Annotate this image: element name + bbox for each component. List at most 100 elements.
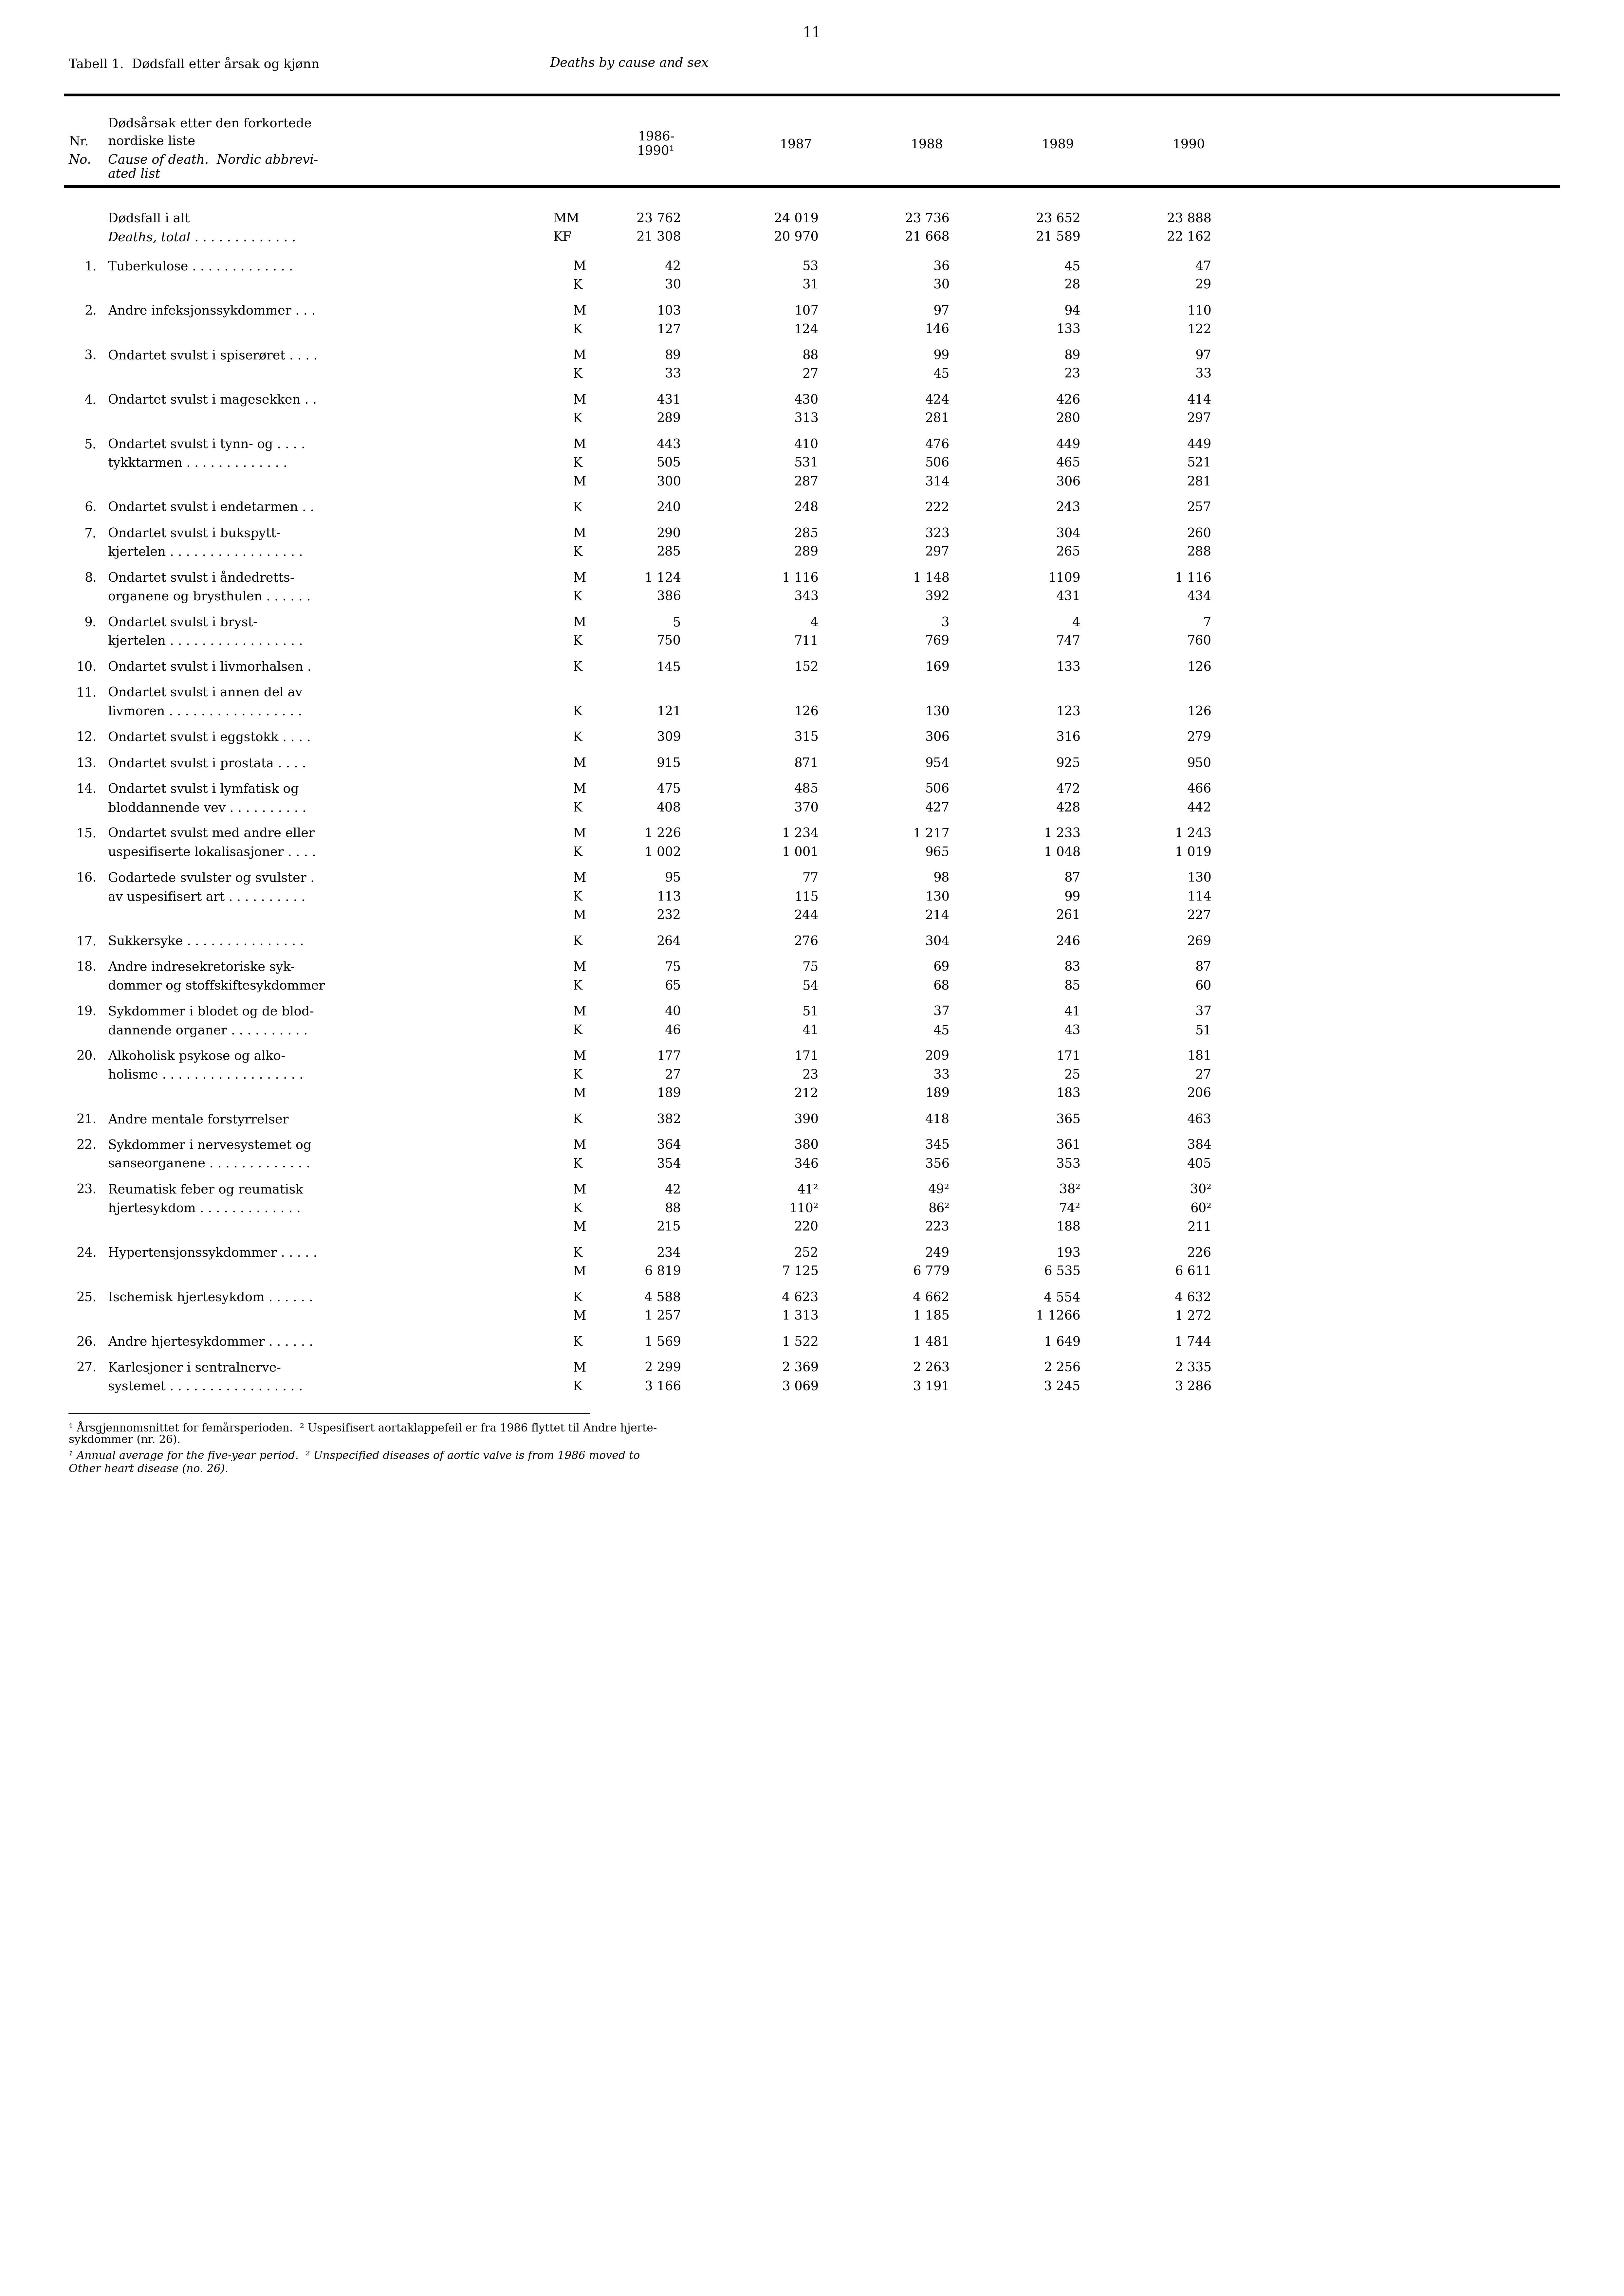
Text: M: M	[573, 439, 586, 450]
Text: 304: 304	[1056, 528, 1080, 540]
Text: K: K	[573, 934, 583, 948]
Text: K: K	[573, 324, 583, 335]
Text: 77: 77	[802, 872, 818, 884]
Text: 285: 285	[794, 528, 818, 540]
Text: 449: 449	[1187, 439, 1212, 450]
Text: 30: 30	[934, 280, 950, 292]
Text: 49²: 49²	[929, 1185, 950, 1196]
Text: Ondartet svulst i lymfatisk og: Ondartet svulst i lymfatisk og	[109, 783, 299, 797]
Text: 475: 475	[656, 783, 680, 794]
Text: 1 019: 1 019	[1176, 847, 1212, 859]
Text: holisme . . . . . . . . . . . . . . . . . .: holisme . . . . . . . . . . . . . . . . …	[109, 1070, 304, 1081]
Text: M: M	[573, 872, 586, 884]
Text: 306: 306	[1056, 475, 1080, 489]
Text: 871: 871	[794, 758, 818, 769]
Text: 7.: 7.	[84, 528, 96, 540]
Text: 189: 189	[656, 1088, 680, 1100]
Text: 343: 343	[794, 590, 818, 604]
Text: 426: 426	[1056, 395, 1080, 406]
Text: K: K	[573, 1336, 583, 1348]
Text: 31: 31	[802, 280, 818, 292]
Text: 85: 85	[1064, 980, 1080, 992]
Text: 11.: 11.	[76, 687, 96, 700]
Text: No.: No.	[68, 154, 91, 165]
Text: 126: 126	[794, 705, 818, 719]
Text: 361: 361	[1056, 1139, 1080, 1153]
Text: 51: 51	[802, 1006, 818, 1017]
Text: K: K	[573, 801, 583, 815]
Text: 386: 386	[656, 590, 680, 604]
Text: 244: 244	[794, 909, 818, 921]
Text: 45: 45	[934, 1024, 950, 1038]
Text: 954: 954	[926, 758, 950, 769]
Text: K: K	[573, 1070, 583, 1081]
Text: 41: 41	[802, 1024, 818, 1038]
Text: 51: 51	[1195, 1024, 1212, 1038]
Text: 2.: 2.	[84, 305, 96, 317]
Text: 1 048: 1 048	[1044, 847, 1080, 859]
Text: 414: 414	[1187, 395, 1212, 406]
Text: 463: 463	[1187, 1114, 1212, 1125]
Text: 6 819: 6 819	[645, 1265, 680, 1279]
Text: Andre infeksjonssykdommer . . .: Andre infeksjonssykdommer . . .	[109, 305, 315, 317]
Text: 27.: 27.	[76, 1362, 96, 1375]
Text: 505: 505	[656, 457, 680, 468]
Text: Cause of death.  Nordic abbrevi-: Cause of death. Nordic abbrevi-	[109, 154, 318, 165]
Text: 69: 69	[934, 962, 950, 974]
Text: K: K	[573, 413, 583, 425]
Text: 171: 171	[1056, 1052, 1080, 1063]
Text: 269: 269	[1187, 934, 1212, 948]
Text: 6 779: 6 779	[913, 1265, 950, 1279]
Text: 222: 222	[926, 503, 950, 514]
Text: 950: 950	[1187, 758, 1212, 769]
Text: 42: 42	[664, 1185, 680, 1196]
Text: 356: 356	[926, 1157, 950, 1171]
Text: Ondartet svulst i bukspytt-: Ondartet svulst i bukspytt-	[109, 528, 281, 540]
Text: 41²: 41²	[797, 1185, 818, 1196]
Text: 130: 130	[926, 891, 950, 902]
Text: Tuberkulose . . . . . . . . . . . . .: Tuberkulose . . . . . . . . . . . . .	[109, 259, 292, 273]
Text: kjertelen . . . . . . . . . . . . . . . . .: kjertelen . . . . . . . . . . . . . . . …	[109, 636, 302, 647]
Text: 8.: 8.	[84, 572, 96, 583]
Text: 257: 257	[1187, 503, 1212, 514]
Text: 97: 97	[934, 305, 950, 317]
Text: 297: 297	[1187, 413, 1212, 425]
Text: 442: 442	[1187, 801, 1212, 815]
Text: 30²: 30²	[1190, 1185, 1212, 1196]
Text: 465: 465	[1056, 457, 1080, 468]
Text: 1 002: 1 002	[645, 847, 680, 859]
Text: 424: 424	[926, 395, 950, 406]
Text: M: M	[573, 1088, 586, 1100]
Text: 75: 75	[664, 962, 680, 974]
Text: 89: 89	[1064, 349, 1080, 363]
Text: 750: 750	[656, 636, 680, 647]
Text: 747: 747	[1056, 636, 1080, 647]
Text: K: K	[573, 367, 583, 381]
Text: 110²: 110²	[789, 1203, 818, 1215]
Text: 18.: 18.	[76, 962, 96, 974]
Text: Sukkersyke . . . . . . . . . . . . . . .: Sukkersyke . . . . . . . . . . . . . . .	[109, 934, 304, 948]
Text: Ondartet svulst i magesekken . .: Ondartet svulst i magesekken . .	[109, 395, 317, 406]
Text: 1 116: 1 116	[783, 572, 818, 583]
Text: 9.: 9.	[84, 618, 96, 629]
Text: 122: 122	[1187, 324, 1212, 335]
Text: 171: 171	[794, 1052, 818, 1063]
Text: M: M	[573, 1185, 586, 1196]
Text: 27: 27	[1195, 1070, 1212, 1081]
Text: 27: 27	[664, 1070, 680, 1081]
Text: bloddannende vev . . . . . . . . . .: bloddannende vev . . . . . . . . . .	[109, 801, 307, 815]
Text: 16.: 16.	[76, 872, 96, 884]
Text: 126: 126	[1187, 705, 1212, 719]
Text: 94: 94	[1064, 305, 1080, 317]
Text: 280: 280	[1056, 413, 1080, 425]
Text: Ischemisk hjertesykdom . . . . . .: Ischemisk hjertesykdom . . . . . .	[109, 1293, 313, 1304]
Text: 370: 370	[794, 801, 818, 815]
Text: 2 369: 2 369	[783, 1362, 818, 1375]
Text: 1 124: 1 124	[645, 572, 680, 583]
Text: 1990¹: 1990¹	[637, 145, 674, 158]
Text: 353: 353	[1056, 1157, 1080, 1171]
Text: Deaths, total . . . . . . . . . . . . .: Deaths, total . . . . . . . . . . . . .	[109, 232, 296, 243]
Text: 110: 110	[1187, 305, 1212, 317]
Text: 126: 126	[1187, 661, 1212, 673]
Text: M: M	[573, 1311, 586, 1322]
